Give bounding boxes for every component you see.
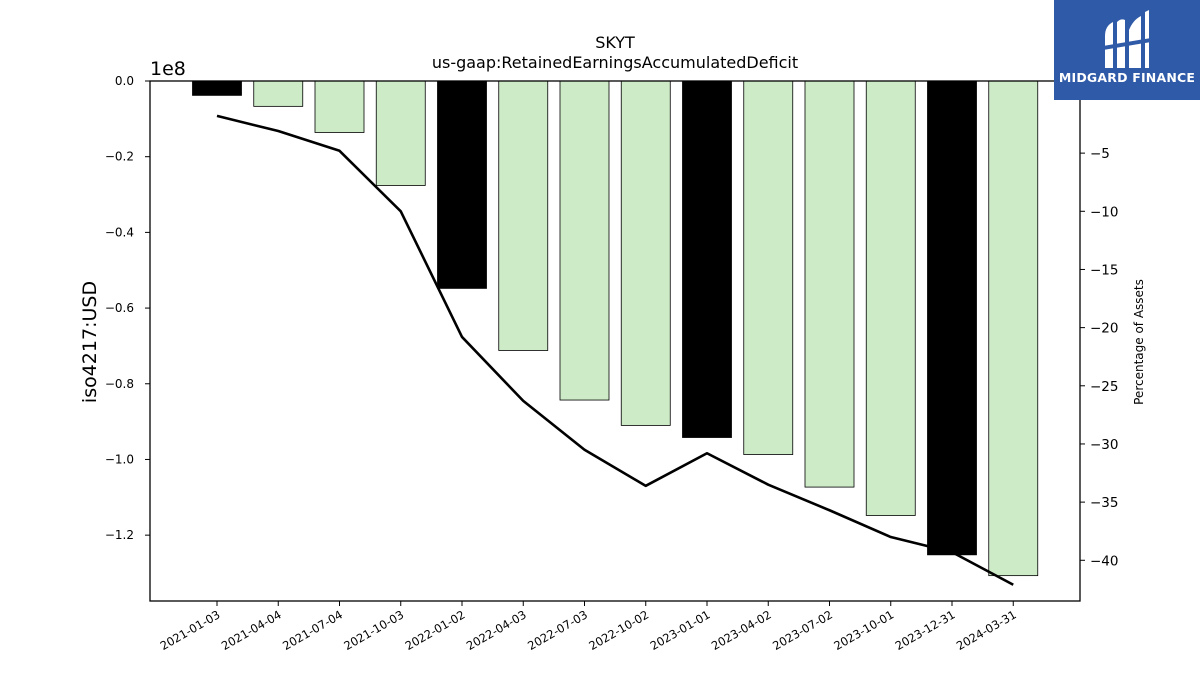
bar-2021-07-04 bbox=[314, 80, 365, 133]
x-tick-label: 2023-07-02 bbox=[770, 607, 835, 653]
bar-2023-07-02 bbox=[804, 80, 855, 488]
y-offset-text: 1e8 bbox=[150, 58, 186, 80]
y-tick-label: 0.0 bbox=[115, 74, 134, 88]
y-tick-label: −0.4 bbox=[105, 225, 134, 239]
bars-group bbox=[192, 80, 1039, 577]
bar-2021-10-03 bbox=[375, 80, 426, 186]
bar-2023-01-01 bbox=[682, 80, 732, 438]
x-tick-label: 2021-01-03 bbox=[158, 607, 223, 653]
x-tick-label: 2024-03-31 bbox=[954, 607, 1019, 653]
y2-tick-label: −25 bbox=[1090, 379, 1119, 395]
x-tick-label: 2023-04-02 bbox=[709, 607, 774, 653]
x-tick-label: 2022-07-03 bbox=[525, 607, 590, 653]
bar-2023-10-01 bbox=[865, 80, 916, 516]
bar-2021-01-03 bbox=[192, 80, 242, 96]
y-tick-label: −0.6 bbox=[105, 301, 134, 315]
plot-frame bbox=[149, 80, 1081, 602]
y2-tick-label: −30 bbox=[1090, 437, 1119, 453]
bar-2022-01-02 bbox=[437, 80, 487, 289]
bar-2023-12-31 bbox=[927, 80, 977, 556]
x-tick-label: 2023-10-01 bbox=[831, 607, 896, 653]
chart-subtitle: us-gaap:RetainedEarningsAccumulatedDefic… bbox=[432, 53, 798, 72]
y2-tick-label: −20 bbox=[1090, 321, 1119, 337]
x-tick-label: 2021-10-03 bbox=[341, 607, 406, 653]
y2-tick-label: −10 bbox=[1090, 204, 1119, 220]
bar-2024-03-31 bbox=[988, 80, 1039, 577]
x-tick-label: 2022-04-03 bbox=[464, 607, 529, 653]
bar-2021-04-04 bbox=[253, 80, 304, 107]
y-tick-label: −1.2 bbox=[105, 528, 134, 542]
y-tick-label: −0.2 bbox=[105, 150, 134, 164]
x-tick-label: 2023-12-31 bbox=[893, 607, 958, 653]
x-tick-label: 2021-07-04 bbox=[280, 607, 345, 653]
x-tick-label: 2023-01-01 bbox=[648, 607, 713, 653]
y-tick-label: −1.0 bbox=[105, 452, 134, 466]
y2-tick-label: −5 bbox=[1090, 146, 1110, 162]
bar-2022-04-03 bbox=[498, 80, 549, 351]
y-tick-label: −0.8 bbox=[105, 377, 134, 391]
line-group bbox=[216, 114, 1014, 586]
y-axis-label: iso4217:USD bbox=[79, 281, 101, 403]
x-tick-label: 2021-04-04 bbox=[219, 607, 284, 653]
x-tick-label: 2022-01-02 bbox=[403, 607, 468, 653]
bar-2023-04-02 bbox=[743, 80, 794, 455]
midgard-finance-logo: MIDGARD FINANCE bbox=[1054, 0, 1200, 100]
y2-tick-label: −35 bbox=[1090, 495, 1119, 511]
percentage-line bbox=[216, 114, 1014, 586]
bar-2022-10-02 bbox=[620, 80, 671, 426]
bar-2022-07-03 bbox=[559, 80, 610, 401]
y2-tick-label: −40 bbox=[1090, 553, 1119, 569]
y2-axis-label: Percentage of Assets bbox=[1132, 279, 1146, 405]
x-tick-label: 2022-10-02 bbox=[586, 607, 651, 653]
chart-title: SKYT bbox=[595, 33, 635, 52]
y2-tick-label: −15 bbox=[1090, 262, 1119, 278]
logo-mark-icon bbox=[1103, 10, 1151, 68]
logo-text: MIDGARD FINANCE bbox=[1058, 70, 1196, 85]
